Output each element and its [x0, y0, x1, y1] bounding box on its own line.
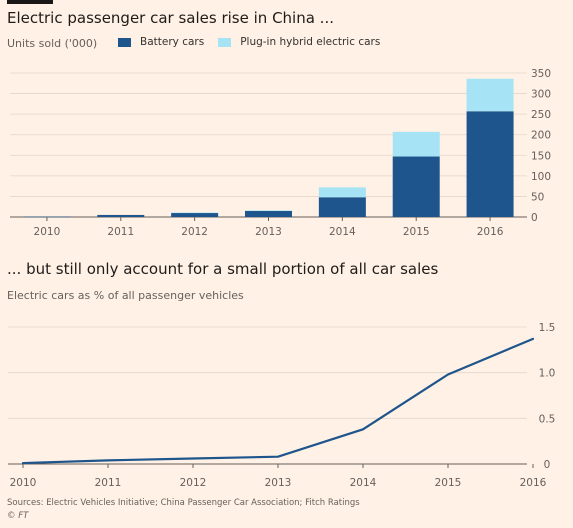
line-ytick-label: 0.5: [539, 413, 556, 425]
line-xtick-label: 2014: [350, 477, 377, 489]
bar-chart-subtitle: Units sold ('000): [7, 37, 98, 50]
line-ytick-label: 1.5: [539, 322, 556, 334]
bar-battery-2014: [318, 197, 366, 217]
bar-xtick-label: 2011: [107, 226, 134, 238]
bar-xtick-label: 2014: [329, 226, 356, 238]
bar-phev-2013: [245, 210, 292, 212]
bar-ytick-label: 100: [531, 171, 551, 183]
bar-ytick-label: 300: [531, 89, 551, 101]
line-series-0: [21, 337, 535, 465]
bar-xtick-label: 2013: [255, 226, 282, 238]
line-chart: 0 0.5 1.0 1.5 2010 2011 2012 2013 2014 2015 2016: [8, 322, 556, 489]
bar-phev-2016: [466, 78, 514, 112]
bar-ytick-label: 200: [531, 130, 551, 142]
line-xtick-label: 2012: [180, 477, 207, 489]
bar-ytick-label: 150: [531, 150, 551, 162]
bar-xtick-label: 2016: [477, 226, 504, 238]
bar-phev-2015: [392, 131, 440, 157]
line-xtick-label: 2011: [95, 477, 122, 489]
bar-battery-2013: [245, 210, 292, 217]
bar-ytick-label: 250: [531, 109, 551, 121]
line-chart-title: ... but still only account for a small p…: [7, 260, 439, 278]
bar-legend: Battery cars Plug-in hybrid electric car…: [110, 36, 380, 48]
legend-label-phev: Plug-in hybrid electric cars: [240, 36, 381, 48]
line-xtick-label: 2015: [435, 477, 462, 489]
bar-ytick-label: 350: [531, 68, 551, 80]
bar-battery-2016: [466, 111, 514, 217]
sources-note: Sources: Electric Vehicles Initiative; C…: [7, 498, 360, 508]
line-chart-subtitle: Electric cars as % of all passenger vehi…: [7, 289, 244, 302]
bar-battery-2012: [171, 212, 219, 217]
legend-swatch-battery: [118, 37, 131, 47]
bar-battery-2010: [23, 216, 71, 218]
bar-xtick-label: 2010: [34, 226, 61, 238]
bar-battery-2011: [97, 214, 145, 217]
copyright-note: © FT: [7, 511, 29, 521]
bar-battery-2015: [392, 156, 440, 217]
bar-phev-2012: [171, 212, 219, 214]
bar-ytick-label: 50: [531, 191, 544, 203]
line-ytick-label: 0: [544, 459, 551, 471]
legend-swatch-phev: [218, 37, 232, 47]
ft-top-rule: [7, 0, 53, 4]
line-xtick-label: 2010: [10, 477, 37, 489]
line-xtick-label: 2016: [520, 477, 547, 489]
legend-label-battery: Battery cars: [140, 36, 205, 48]
bar-phev-2014: [318, 187, 366, 198]
line-ytick-label: 1.0: [539, 368, 556, 380]
bar-chart: 0 50 100 150 200 250 300 350 2010 2011 2012 2013 201…: [10, 68, 551, 238]
bar-ytick-label: 0: [531, 212, 538, 224]
bar-xtick-label: 2012: [181, 226, 208, 238]
bar-xtick-label: 2015: [403, 226, 430, 238]
bar-chart-title: Electric passenger car sales rise in Chi…: [7, 9, 334, 27]
line-xtick-label: 2013: [265, 477, 292, 489]
